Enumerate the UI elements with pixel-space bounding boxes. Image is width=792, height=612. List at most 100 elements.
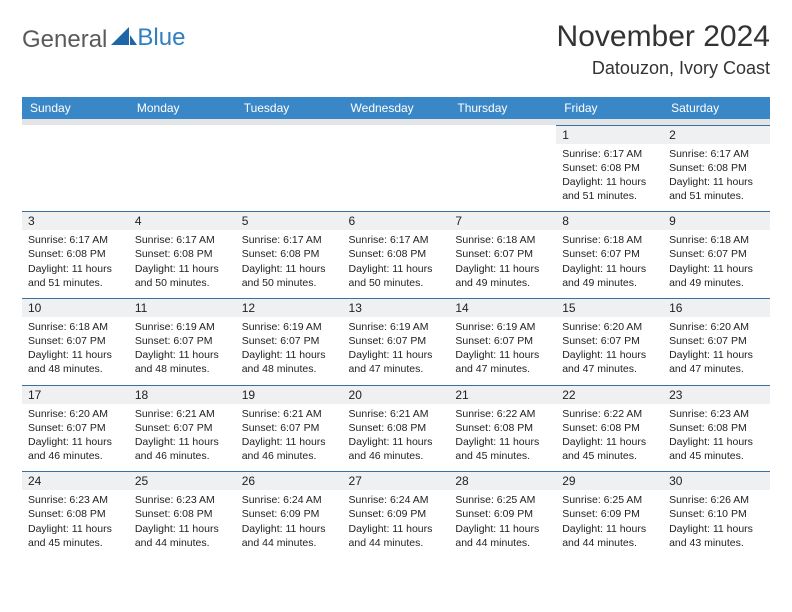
day-number: 28 [455,474,550,488]
sunset-text: Sunset: 6:08 PM [349,421,444,435]
day-cell: Sunrise: 6:22 AMSunset: 6:08 PMDaylight:… [556,404,663,472]
daylight-text: Daylight: 11 hours and 47 minutes. [669,348,764,376]
sunrise-text: Sunrise: 6:21 AM [349,407,444,421]
day-number: 24 [28,474,123,488]
day-cell: Sunrise: 6:25 AMSunset: 6:09 PMDaylight:… [449,490,556,558]
day-number: 14 [455,301,550,315]
day-cell: Sunrise: 6:18 AMSunset: 6:07 PMDaylight:… [663,230,770,298]
day-cell: Sunrise: 6:21 AMSunset: 6:07 PMDaylight:… [236,404,343,472]
brand-logo: General Blue [22,20,185,54]
sunrise-text: Sunrise: 6:20 AM [562,320,657,334]
sunset-text: Sunset: 6:07 PM [28,334,123,348]
sunrise-text: Sunrise: 6:18 AM [562,233,657,247]
sunrise-text: Sunrise: 6:25 AM [455,493,550,507]
day-cell: Sunrise: 6:19 AMSunset: 6:07 PMDaylight:… [343,317,450,385]
daylight-text: Daylight: 11 hours and 46 minutes. [28,435,123,463]
daylight-text: Daylight: 11 hours and 45 minutes. [562,435,657,463]
sunset-text: Sunset: 6:07 PM [455,334,550,348]
daylight-text: Daylight: 11 hours and 48 minutes. [135,348,230,376]
day-cell: Sunrise: 6:20 AMSunset: 6:07 PMDaylight:… [556,317,663,385]
day-cell: Sunrise: 6:17 AMSunset: 6:08 PMDaylight:… [129,230,236,298]
sunrise-text: Sunrise: 6:18 AM [455,233,550,247]
dow-tue: Tuesday [236,97,343,119]
day-number-cell: 25 [129,472,236,491]
day-cell [449,144,556,212]
daylight-text: Daylight: 11 hours and 50 minutes. [242,262,337,290]
sunset-text: Sunset: 6:08 PM [562,421,657,435]
daylight-text: Daylight: 11 hours and 44 minutes. [562,522,657,550]
sunrise-text: Sunrise: 6:23 AM [28,493,123,507]
header: General Blue November 2024 Datouzon, Ivo… [22,20,770,79]
day-number: 10 [28,301,123,315]
day-number: 5 [242,214,337,228]
sunrise-text: Sunrise: 6:17 AM [135,233,230,247]
day-cell: Sunrise: 6:26 AMSunset: 6:10 PMDaylight:… [663,490,770,558]
sunrise-text: Sunrise: 6:24 AM [242,493,337,507]
daylight-text: Daylight: 11 hours and 50 minutes. [135,262,230,290]
sunrise-text: Sunrise: 6:19 AM [455,320,550,334]
daylight-text: Daylight: 11 hours and 45 minutes. [28,522,123,550]
day-cell: Sunrise: 6:23 AMSunset: 6:08 PMDaylight:… [663,404,770,472]
sunrise-text: Sunrise: 6:24 AM [349,493,444,507]
day-number-cell: 11 [129,298,236,317]
sunset-text: Sunset: 6:07 PM [669,334,764,348]
daylight-text: Daylight: 11 hours and 51 minutes. [28,262,123,290]
sunset-text: Sunset: 6:08 PM [242,247,337,261]
brand-word2: Blue [137,24,185,52]
sunrise-text: Sunrise: 6:20 AM [28,407,123,421]
week-head-row: 10111213141516 [22,298,770,317]
day-number-cell: 18 [129,385,236,404]
sunrise-text: Sunrise: 6:19 AM [349,320,444,334]
day-number-cell: 19 [236,385,343,404]
daylight-text: Daylight: 11 hours and 48 minutes. [28,348,123,376]
day-cell: Sunrise: 6:20 AMSunset: 6:07 PMDaylight:… [663,317,770,385]
day-number-cell: 23 [663,385,770,404]
sunrise-text: Sunrise: 6:17 AM [562,147,657,161]
day-number-cell [22,125,129,144]
sunset-text: Sunset: 6:07 PM [455,247,550,261]
day-number-cell: 16 [663,298,770,317]
daylight-text: Daylight: 11 hours and 49 minutes. [669,262,764,290]
sunset-text: Sunset: 6:07 PM [562,334,657,348]
sail-icon [111,26,137,54]
day-number-cell: 24 [22,472,129,491]
day-number-cell: 26 [236,472,343,491]
sunset-text: Sunset: 6:08 PM [349,247,444,261]
day-number: 13 [349,301,444,315]
day-number-cell: 28 [449,472,556,491]
day-number-cell: 20 [343,385,450,404]
day-cell: Sunrise: 6:17 AMSunset: 6:08 PMDaylight:… [663,144,770,212]
day-number-cell: 8 [556,212,663,231]
day-number: 16 [669,301,764,315]
daylight-text: Daylight: 11 hours and 51 minutes. [669,175,764,203]
day-number-cell: 12 [236,298,343,317]
day-number: 20 [349,388,444,402]
day-cell: Sunrise: 6:17 AMSunset: 6:08 PMDaylight:… [343,230,450,298]
daylight-text: Daylight: 11 hours and 43 minutes. [669,522,764,550]
day-number: 12 [242,301,337,315]
day-cell: Sunrise: 6:18 AMSunset: 6:07 PMDaylight:… [449,230,556,298]
daylight-text: Daylight: 11 hours and 45 minutes. [669,435,764,463]
day-number-cell [343,125,450,144]
day-number-cell: 29 [556,472,663,491]
daylight-text: Daylight: 11 hours and 46 minutes. [242,435,337,463]
day-number-cell: 17 [22,385,129,404]
dow-sun: Sunday [22,97,129,119]
daylight-text: Daylight: 11 hours and 47 minutes. [562,348,657,376]
day-cell: Sunrise: 6:19 AMSunset: 6:07 PMDaylight:… [449,317,556,385]
day-number: 18 [135,388,230,402]
day-cell [343,144,450,212]
day-number-cell: 13 [343,298,450,317]
sunset-text: Sunset: 6:07 PM [242,334,337,348]
day-cell [129,144,236,212]
day-number-cell: 14 [449,298,556,317]
day-number: 22 [562,388,657,402]
sunrise-text: Sunrise: 6:23 AM [669,407,764,421]
daylight-text: Daylight: 11 hours and 45 minutes. [455,435,550,463]
day-number: 3 [28,214,123,228]
day-cell: Sunrise: 6:18 AMSunset: 6:07 PMDaylight:… [22,317,129,385]
daylight-text: Daylight: 11 hours and 44 minutes. [455,522,550,550]
sunset-text: Sunset: 6:07 PM [669,247,764,261]
sunset-text: Sunset: 6:07 PM [135,421,230,435]
week-detail-row: Sunrise: 6:17 AMSunset: 6:08 PMDaylight:… [22,144,770,212]
